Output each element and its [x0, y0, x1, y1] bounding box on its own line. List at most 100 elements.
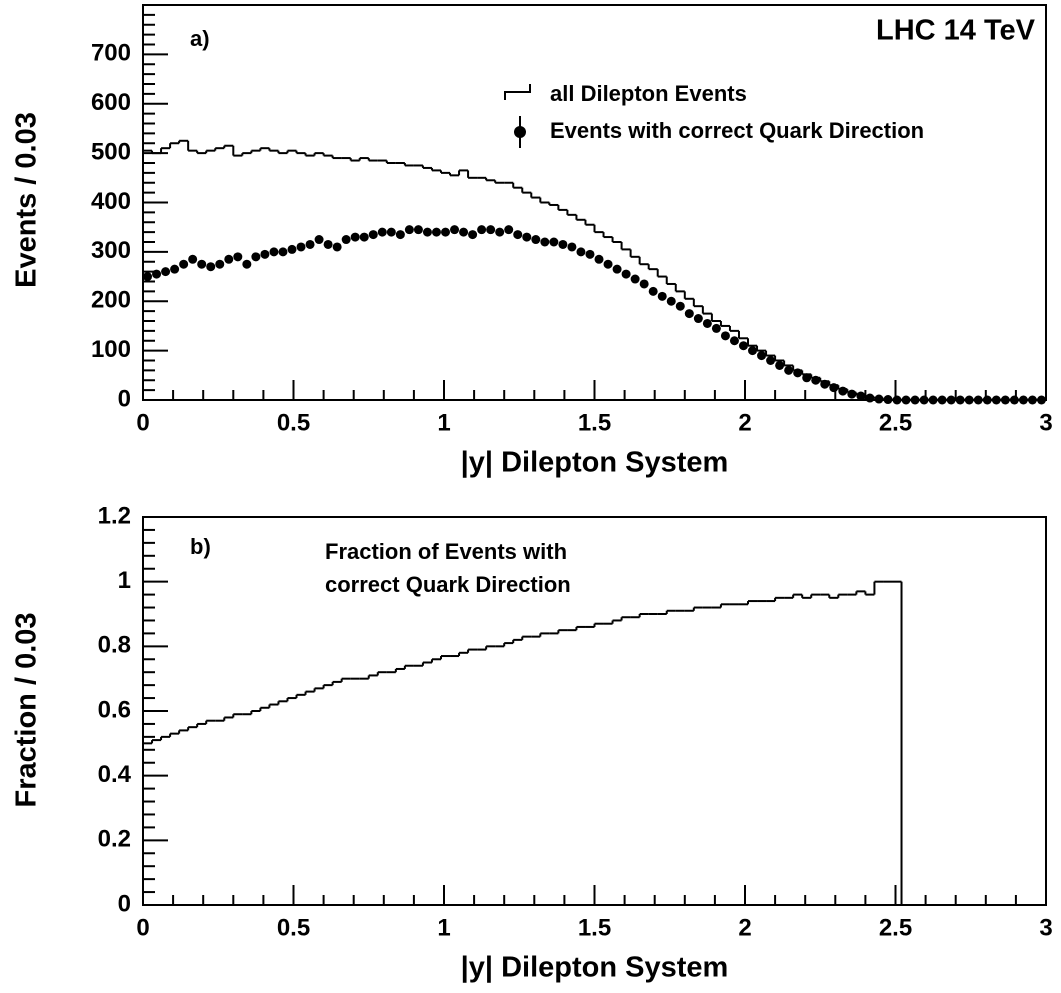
data-point — [802, 373, 812, 383]
data-point — [224, 254, 234, 264]
data-point — [251, 252, 261, 262]
y-tick-label: 0.4 — [98, 761, 132, 788]
x-tick-label: 0 — [136, 914, 149, 941]
data-point — [188, 254, 198, 264]
data-point — [1009, 395, 1019, 405]
data-point — [856, 391, 866, 401]
x-tick-label: 2.5 — [879, 409, 912, 436]
data-point — [711, 323, 721, 333]
y-tick-label: 1 — [118, 567, 131, 594]
data-point — [233, 252, 243, 262]
data-point — [874, 394, 884, 404]
data-point — [928, 395, 938, 405]
data-point — [431, 227, 441, 237]
data-point — [468, 230, 478, 240]
data-point — [820, 379, 830, 389]
y-tick-label: 400 — [91, 188, 131, 215]
y-tick-label: 200 — [91, 287, 131, 314]
data-point — [766, 356, 776, 365]
data-point — [901, 395, 911, 405]
data-point — [450, 225, 460, 235]
data-point — [540, 237, 550, 247]
y-axis-label: Fraction / 0.03 — [11, 612, 43, 807]
y-tick-label: 0.6 — [98, 696, 131, 723]
data-point — [143, 272, 153, 282]
data-point — [811, 375, 821, 385]
x-tick-label: 0 — [136, 409, 149, 436]
data-point — [946, 395, 956, 405]
data-point — [892, 395, 902, 405]
data-point — [486, 225, 496, 235]
x-tick-label: 3 — [1039, 914, 1052, 941]
data-point — [1036, 395, 1046, 405]
data-point — [937, 395, 947, 405]
data-point — [477, 225, 487, 235]
data-point — [684, 309, 694, 319]
x-tick-label: 1 — [437, 409, 450, 436]
data-point — [368, 230, 378, 240]
annotation: correct Quark Direction — [325, 572, 571, 597]
y-tick-label: 100 — [91, 336, 131, 363]
y-tick-label: 0.2 — [98, 826, 131, 853]
panel-label: a) — [190, 26, 210, 51]
x-tick-label: 2.5 — [879, 914, 912, 941]
data-point — [621, 269, 631, 279]
data-point — [197, 259, 207, 269]
x-axis-label: |y| Dilepton System — [461, 447, 729, 479]
y-tick-label: 500 — [91, 138, 131, 165]
data-point — [784, 365, 794, 375]
data-point — [720, 331, 730, 341]
data-point — [513, 230, 523, 240]
data-point — [260, 249, 270, 259]
data-point — [170, 264, 180, 274]
data-point — [982, 395, 992, 405]
data-point — [531, 235, 541, 245]
data-point — [422, 227, 432, 237]
chart-title: LHC 14 TeV — [876, 15, 1036, 47]
data-point — [242, 259, 252, 269]
y-tick-label: 0 — [118, 890, 131, 917]
data-point — [359, 232, 369, 242]
y-tick-label: 1.2 — [98, 502, 131, 529]
data-point — [666, 296, 676, 306]
data-point — [612, 264, 622, 274]
data-point — [567, 242, 577, 252]
data-point — [1000, 395, 1010, 405]
data-point — [973, 395, 983, 405]
data-point — [603, 259, 613, 269]
y-tick-label: 600 — [91, 89, 131, 116]
x-tick-label: 1 — [437, 914, 450, 941]
data-point — [964, 395, 974, 405]
data-point — [657, 291, 667, 301]
data-point — [991, 395, 1001, 405]
data-point — [341, 235, 351, 245]
annotation: Fraction of Events with — [325, 539, 567, 564]
y-tick-label: 300 — [91, 237, 131, 264]
data-point — [883, 395, 893, 405]
data-point — [522, 232, 532, 242]
data-point — [955, 395, 965, 405]
data-point — [287, 244, 297, 254]
data-point — [793, 368, 803, 378]
x-tick-label: 0.5 — [277, 914, 310, 941]
data-point — [386, 227, 396, 237]
data-point — [829, 383, 839, 393]
data-point — [576, 247, 586, 257]
x-tick-label: 0.5 — [277, 409, 310, 436]
data-point — [395, 230, 405, 240]
data-point — [152, 269, 162, 279]
data-point — [639, 279, 649, 289]
data-point — [504, 225, 514, 235]
data-point — [693, 314, 703, 324]
y-tick-label: 0 — [118, 385, 131, 412]
y-tick-label: 0.8 — [98, 632, 131, 659]
data-point — [296, 242, 306, 252]
y-tick-label: 700 — [91, 40, 131, 67]
data-point — [459, 227, 469, 237]
x-axis-label: |y| Dilepton System — [461, 952, 729, 984]
legend-swatch — [504, 84, 531, 100]
data-point — [748, 346, 758, 356]
data-point — [350, 232, 360, 242]
